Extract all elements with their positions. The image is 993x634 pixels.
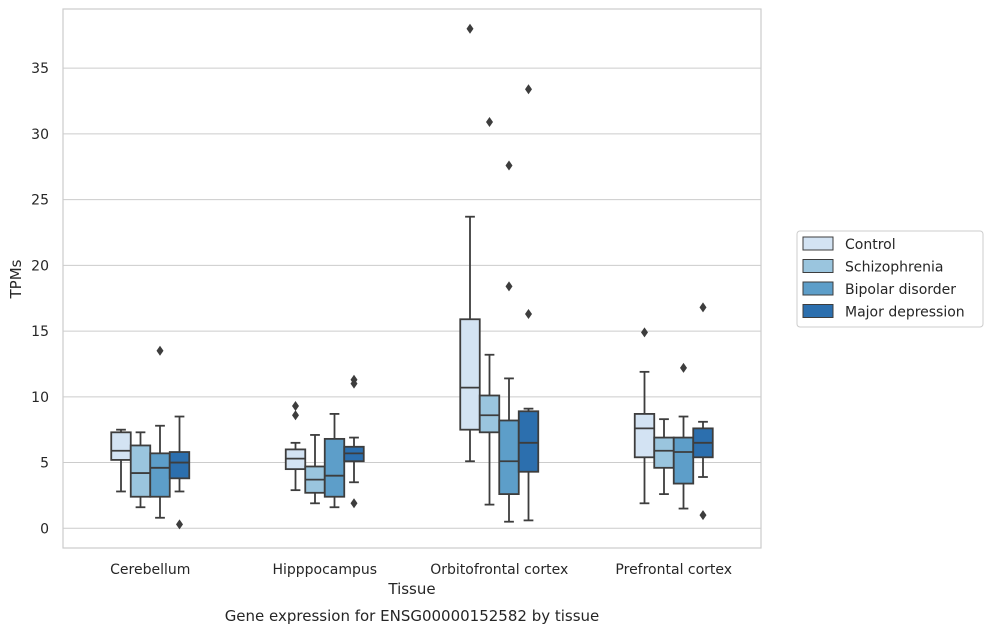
box-iqr (498, 419, 520, 496)
box-iqr (168, 451, 191, 480)
outlier-point (525, 84, 532, 95)
box-iqr (110, 431, 132, 461)
y-axis-ticks: 0 5 10 15 20 25 30 35 (31, 61, 49, 537)
legend-label: Control (845, 237, 896, 253)
y-tick-label: 30 (31, 127, 49, 143)
plot-area-frame (62, 8, 762, 549)
outlier-point (486, 117, 493, 128)
outlier-point (505, 160, 513, 171)
legend-label: Schizophrenia (845, 260, 943, 276)
outlier-point (505, 281, 513, 292)
outlier-point (680, 362, 687, 373)
boxes (110, 23, 714, 530)
box-control (284, 401, 307, 492)
box-schizophrenia (129, 431, 152, 509)
outlier-point (176, 519, 183, 530)
legend-swatch (802, 304, 834, 318)
outlier-point (466, 23, 474, 34)
y-tick-label: 0 (40, 521, 49, 537)
outlier-point (699, 510, 707, 521)
y-tick-label: 10 (31, 390, 49, 406)
outlier-point (292, 410, 299, 421)
box-iqr (149, 452, 171, 498)
box-iqr (633, 413, 656, 459)
y-tick-label: 5 (40, 456, 49, 472)
chart-caption: Gene expression for ENSG00000152582 by t… (225, 607, 600, 625)
box-iqr (653, 436, 675, 469)
legend-swatch (802, 281, 834, 296)
box-iqr (517, 410, 540, 473)
box-schizophrenia (304, 434, 326, 505)
box-bipolar-disorder (323, 413, 346, 509)
box-control (633, 327, 656, 505)
legend-label: Bipolar disorder (845, 282, 956, 298)
y-tick-label: 20 (31, 258, 49, 274)
y-tick-label: 35 (31, 61, 49, 77)
y-axis-label: TPMs (7, 259, 25, 299)
box-major-depression (692, 302, 714, 521)
box-bipolar-disorder (498, 160, 520, 523)
box-bipolar-disorder (149, 345, 171, 519)
box-control (459, 23, 481, 463)
outlier-point (350, 374, 358, 385)
box-bipolar-disorder (672, 362, 695, 510)
box-iqr (459, 318, 481, 431)
legend: Control Schizophrenia Bipolar disorder Majo… (796, 230, 984, 328)
y-tick-label: 25 (31, 193, 49, 209)
box-iqr (672, 436, 695, 485)
legend-label: Major depression (845, 305, 965, 321)
box-major-depression (517, 84, 540, 522)
x-axis-ticks: Cerebellum Hipppocampus Orbitofrontal cort… (110, 562, 732, 578)
outlier-point (350, 498, 358, 509)
x-axis-label: Tissue (387, 580, 435, 598)
y-tick-label: 15 (31, 324, 49, 340)
legend-swatch (802, 259, 834, 273)
outlier-point (525, 308, 532, 319)
box-schizophrenia (653, 418, 675, 496)
box-control (110, 428, 132, 493)
legend-swatch (802, 236, 834, 251)
x-tick-label: Cerebellum (110, 562, 190, 578)
x-tick-label: Orbitofrontal cortex (430, 562, 568, 578)
x-tick-label: Prefrontal cortex (615, 562, 732, 578)
box-iqr (323, 437, 346, 498)
box-major-depression (168, 415, 191, 530)
legend-frame (796, 230, 984, 328)
box-major-depression (343, 374, 365, 509)
outlier-point (292, 401, 299, 412)
box-schizophrenia (478, 117, 501, 506)
box-iqr (478, 394, 501, 434)
box-iqr (129, 444, 152, 498)
outlier-point (156, 345, 164, 356)
outlier-point (641, 327, 648, 338)
outlier-point (699, 302, 707, 313)
x-tick-label: Hipppocampus (272, 562, 377, 578)
